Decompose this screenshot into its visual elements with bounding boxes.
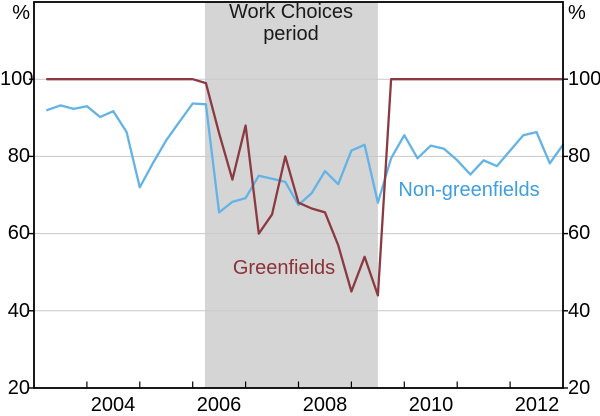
y-tick-label-80-right: 80 [568, 145, 591, 167]
work-choices-annotation: Work Choices period [191, 1, 391, 45]
y-tick-label-60-right: 60 [568, 222, 591, 244]
y-axis-unit-left: % [12, 2, 30, 24]
y-tick-label-40-left: 40 [7, 300, 30, 322]
greenfields-series-label: Greenfields [232, 257, 336, 279]
work-choices-annotation-line2: period [263, 23, 319, 45]
work-choices-shaded-band [204, 2, 378, 388]
x-tick-label-2006: 2006 [196, 394, 242, 416]
y-tick-label-20-right: 20 [568, 377, 591, 399]
greenfields-line [46, 78, 565, 297]
x-tick-label-2004: 2004 [90, 394, 136, 416]
work-choices-annotation-line1: Work Choices [228, 1, 354, 23]
y-tick-label-100-right: 100 [568, 68, 600, 90]
non-greenfields-series-label: Non-greenfields [398, 179, 540, 201]
y-tick-label-60-left: 60 [7, 222, 30, 244]
plot-frame [33, 1, 564, 389]
y-tick-label-100-left: 100 [0, 68, 34, 90]
x-tick-label-2010: 2010 [408, 394, 454, 416]
x-tick-label-2008: 2008 [302, 394, 348, 416]
non-greenfields-line [46, 102, 565, 214]
x-tick-label-2012: 2012 [514, 394, 560, 416]
y-tick-label-40-right: 40 [568, 300, 591, 322]
y-tick-label-20-left: 20 [7, 377, 30, 399]
y-axis-unit-right: % [568, 2, 586, 24]
y-tick-label-80-left: 80 [7, 145, 30, 167]
